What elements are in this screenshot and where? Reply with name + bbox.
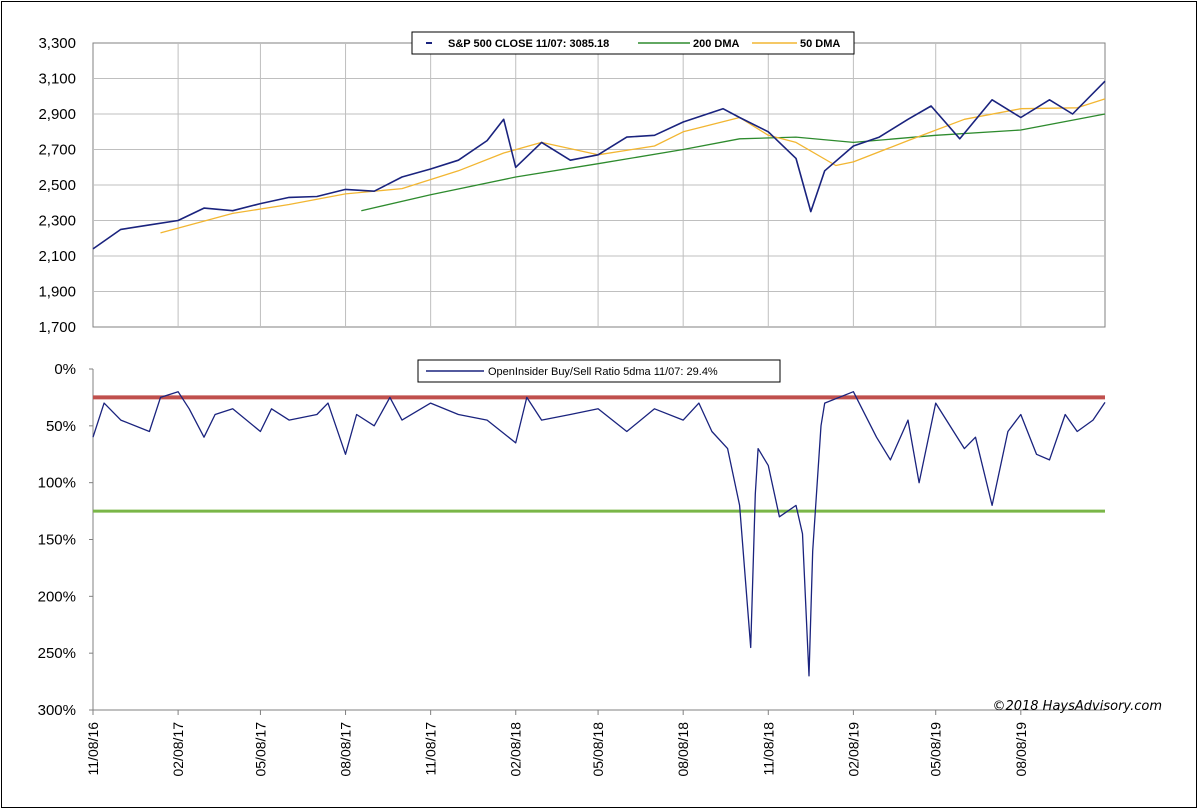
x-tick-label: 08/08/18 — [675, 722, 691, 777]
x-tick-label: 08/08/17 — [338, 722, 354, 777]
x-tick-label: 08/08/19 — [1013, 722, 1029, 777]
ratio-series — [92, 391, 1106, 677]
x-tick-label: 11/08/16 — [85, 722, 101, 776]
price-y-tick-label: 2,300 — [38, 213, 76, 230]
price-y-axis: 3,300 3,100 2,900 2,700 2,500 2,300 2,100 1,900… — [38, 35, 76, 336]
price-gridlines — [93, 43, 1105, 327]
ratio-y-axis: 0% 50% 100% 150% 200% 250% 300% — [38, 361, 93, 719]
price-y-tick-label: 3,300 — [38, 35, 76, 52]
price-legend-box — [411, 31, 855, 55]
ratio-legend-box — [417, 359, 781, 383]
ratio-y-tick-label: 100% — [38, 475, 76, 492]
price-y-tick-label: 1,700 — [38, 319, 76, 336]
ratio-y-tick-label: 0% — [54, 361, 76, 378]
price-y-tick-label: 2,100 — [38, 248, 76, 265]
price-y-tick-label: 2,900 — [38, 106, 76, 123]
x-tick-label: 02/08/19 — [845, 722, 861, 777]
price-legend: S&P 500 CLOSE 11/07: 3085.18 200 DMA 50 … — [411, 31, 855, 55]
ratio-legend: OpenInsider Buy/Sell Ratio 5dma 11/07: 2… — [417, 359, 781, 383]
ratio-legend-label: OpenInsider Buy/Sell Ratio 5dma 11/07: 2… — [488, 366, 718, 378]
price-series — [92, 80, 1106, 250]
x-tick-label: 05/08/19 — [928, 722, 944, 777]
ratio-y-tick-label: 300% — [38, 702, 76, 719]
date-x-axis: 11/08/16 02/08/17 05/08/17 08/08/17 11/08/17… — [85, 710, 1029, 777]
price-y-tick-label: 3,100 — [38, 71, 76, 88]
ratio-reference-lines — [93, 395, 1105, 513]
copyright-text: ©2018 HaysAdvisory.com — [992, 699, 1162, 714]
price-y-tick-label: 2,500 — [38, 177, 76, 194]
ratio-y-tick-label: 200% — [38, 588, 76, 605]
x-tick-label: 05/08/17 — [252, 722, 268, 777]
ratio-y-tick-label: 250% — [38, 645, 76, 662]
price-y-tick-label: 1,900 — [38, 284, 76, 301]
x-tick-label: 05/08/18 — [590, 722, 606, 777]
price-y-tick-label: 2,700 — [38, 142, 76, 159]
sp500-legend-label: S&P 500 CLOSE 11/07: 3085.18 — [448, 38, 609, 50]
price-series-line-2 — [160, 98, 1106, 234]
dma200-legend-label: 200 DMA — [693, 38, 740, 50]
ratio-series-line — [92, 391, 1106, 677]
x-tick-label: 02/08/18 — [508, 722, 524, 777]
x-tick-label: 11/08/18 — [760, 722, 776, 776]
x-tick-label: 02/08/17 — [170, 722, 186, 777]
ratio-y-tick-label: 50% — [46, 418, 76, 435]
x-tick-label: 11/08/17 — [423, 722, 439, 776]
ratio-y-tick-label: 150% — [38, 532, 76, 549]
dma50-legend-label: 50 DMA — [800, 38, 840, 50]
price-series-line-0 — [92, 80, 1106, 250]
